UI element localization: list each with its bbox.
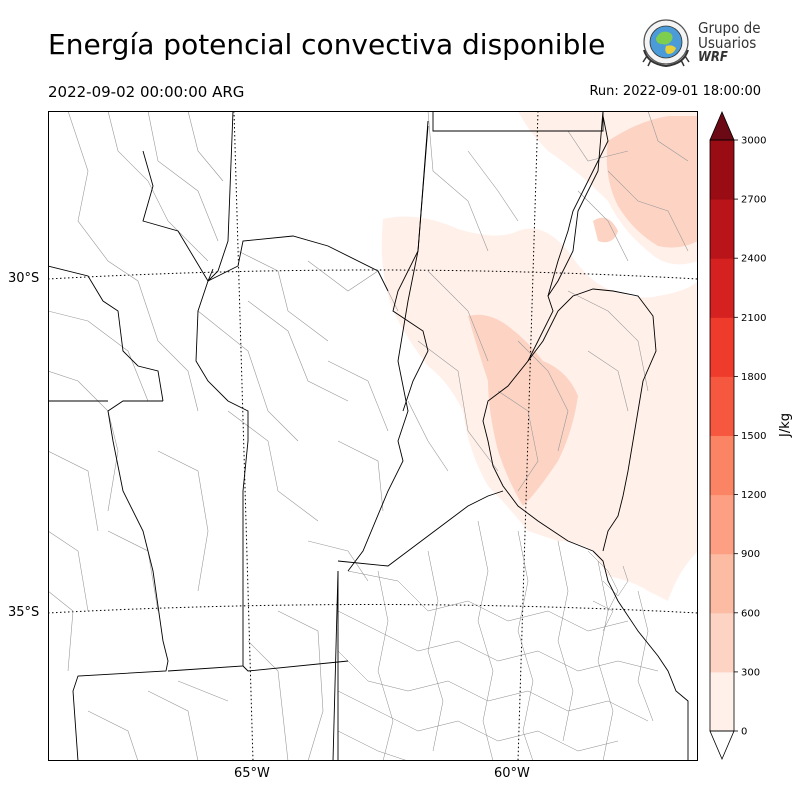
boundary-cordoba-lapampa	[242, 660, 349, 672]
colorbar-segment-0-300	[710, 671, 734, 732]
colorbar-segment-300-600	[710, 612, 734, 673]
colorbar-tick-label-0: 0	[741, 727, 747, 738]
lat-label-35s: 35°S	[8, 605, 40, 620]
graticule-lon-60	[517, 111, 539, 761]
logo: Grupo de Usuarios WRF	[638, 16, 768, 72]
colorbar-tick-label-900: 900	[741, 549, 760, 560]
boundary-tucuman	[207, 111, 234, 282]
boundary-parana-river	[482, 115, 609, 552]
colorbar-segment-1800-2100	[710, 317, 734, 377]
boundary-lapampa-ba	[332, 570, 339, 761]
boundary-ba-coast	[592, 550, 689, 761]
boundary-uruguay-river	[547, 111, 604, 297]
boundary-santafe-ba	[337, 490, 504, 567]
graticule-lon-65	[233, 111, 254, 761]
logo-text-line3: WRF	[698, 50, 728, 65]
logo-text-line2: Usuarios	[698, 34, 757, 52]
boundary-sanluis-west	[72, 640, 169, 761]
colorbar-tick-label-2100: 2100	[741, 313, 766, 324]
globe-logo-icon	[642, 19, 690, 68]
boundary-larioja-cordoba	[195, 280, 249, 571]
cape-300-600-region-ne2	[593, 217, 618, 243]
map-panel	[48, 111, 698, 761]
boundary-corrientes-entrerios	[527, 288, 657, 552]
colorbar-tick-label-1800: 1800	[741, 372, 766, 383]
boundary-north-catamarca	[142, 150, 214, 282]
colorbar-segment-2700-3000	[710, 140, 734, 200]
colorbar-segment-600-900	[710, 553, 734, 614]
lat-label-30s: 30°S	[8, 271, 40, 286]
department-boundaries	[48, 111, 689, 761]
colorbar-tick-label-600: 600	[741, 608, 760, 619]
run-time: Run: 2022-09-01 18:00:00	[589, 84, 761, 99]
graticule-lat-35	[48, 604, 698, 614]
boundary-catamarca-larioja	[48, 265, 164, 402]
chart-title: Energía potencial convectiva disponible	[48, 28, 606, 61]
colorbar-segment-900-1200	[710, 494, 734, 555]
buenos-aires-partidos	[337, 520, 659, 761]
graticule-lat-30	[48, 269, 698, 280]
boundary-larioja-sanjuan	[107, 400, 164, 642]
boundary-cordoba-santafe	[347, 120, 429, 572]
boundary-chaco-santafe	[432, 111, 604, 132]
logo-text-line1: Grupo de	[698, 19, 761, 37]
colorbar-tick-label-1500: 1500	[741, 431, 766, 442]
colorbar-tick-label-300: 300	[741, 667, 760, 678]
colorbar-units: J/kg	[778, 413, 793, 437]
boundary-sgo-estero-cordoba	[207, 235, 389, 292]
colorbar-segment-1500-1800	[710, 376, 734, 436]
colorbar-tick-label-3000: 3000	[741, 136, 766, 147]
colorbar-tick-label-1200: 1200	[741, 490, 766, 501]
colorbar: 0 300 600 900 1200 1500 1800 2100 2400 2700 3000	[709, 110, 766, 761]
lon-label-60w: 60°W	[494, 766, 530, 781]
lon-label-65w: 65°W	[234, 766, 270, 781]
cape-300-600-region-ne	[606, 116, 698, 248]
boundary-santafe-entrerios	[392, 125, 429, 412]
colorbar-over-extension	[709, 110, 735, 141]
cape-300-600-region	[468, 314, 578, 506]
graticule	[48, 111, 698, 761]
colorbar-segment-2400-2700	[710, 199, 734, 259]
colorbar-under-extension	[709, 730, 735, 761]
colorbar-tick-label-2400: 2400	[741, 254, 766, 265]
valid-time: 2022-09-02 00:00:00 ARG	[48, 83, 245, 101]
colorbar-tick-label-2700: 2700	[741, 195, 766, 206]
colorbar-segment-1200-1500	[710, 435, 734, 496]
province-boundaries	[48, 111, 689, 761]
map-frame	[48, 111, 698, 761]
colorbar-segment-2100-2400	[710, 258, 734, 318]
